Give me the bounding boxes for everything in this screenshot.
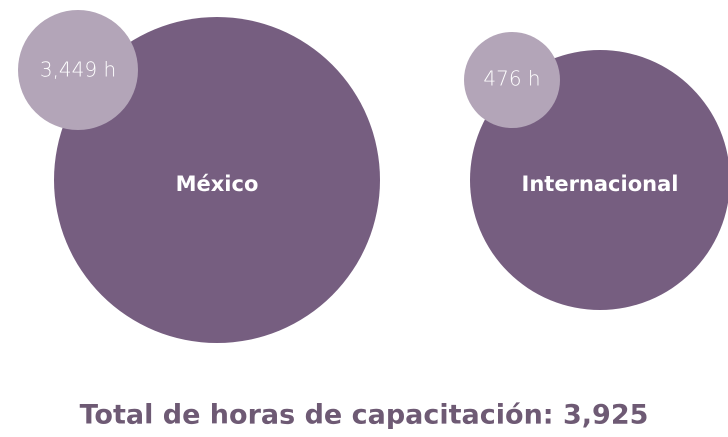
- region-label: México: [176, 172, 259, 196]
- hours-label: 476 h: [483, 67, 540, 91]
- small-circle: [18, 10, 138, 130]
- region-label: Internacional: [522, 172, 679, 196]
- small-circle: [464, 32, 560, 128]
- total-label: Total de horas de capacitación: 3,925: [80, 400, 649, 431]
- big-circle: [54, 17, 380, 343]
- hours-label: 3,449 h: [40, 58, 116, 82]
- mexico-group: México 3,449 h: [18, 10, 380, 343]
- internacional-group: Internacional 476 h: [464, 32, 728, 310]
